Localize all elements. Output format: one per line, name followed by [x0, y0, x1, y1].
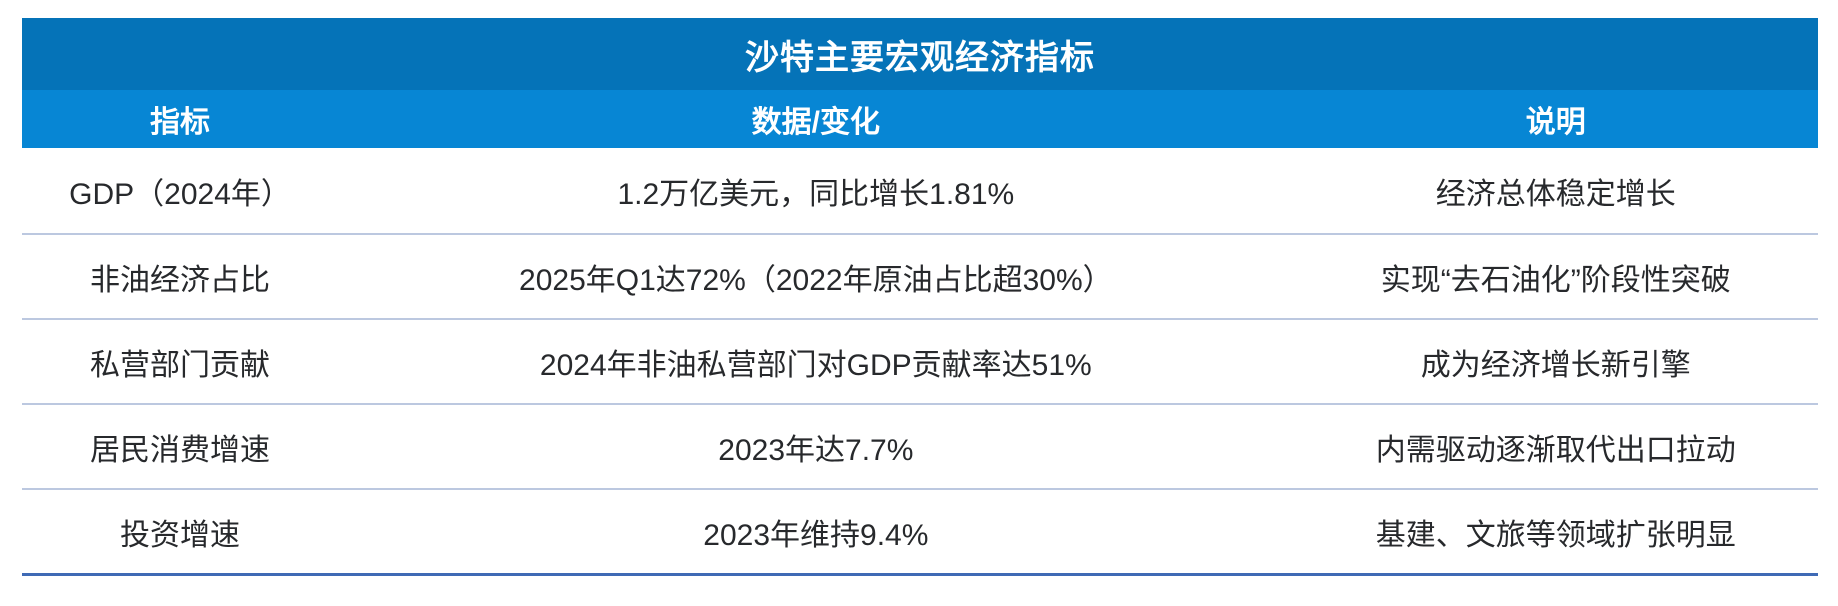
- cell-data-change: 1.2万亿美元，同比增长1.81%: [617, 177, 1015, 211]
- cell-indicator: GDP（2024年）: [69, 177, 291, 211]
- table-row: 投资增速 2023年维持9.4% 基建、文旅等领域扩张明显: [22, 488, 1818, 573]
- column-header-note: 说明: [1525, 106, 1586, 139]
- cell-indicator: 投资增速: [120, 518, 241, 552]
- cell-note: 成为经济增长新引擎: [1420, 348, 1691, 382]
- cell-data-change: 2024年非油私营部门对GDP贡献率达51%: [539, 348, 1092, 382]
- cell-indicator: 居民消费增速: [90, 433, 271, 467]
- table-row: 非油经济占比 2025年Q1达72%（2022年原油占比超30%） 实现“去石油…: [22, 233, 1818, 318]
- cell-note: 经济总体稳定增长: [1435, 177, 1676, 211]
- cell-data-change: 2023年维持9.4%: [703, 518, 929, 552]
- column-header-indicator: 指标: [150, 106, 211, 139]
- table-title-bar: 沙特主要宏观经济指标: [22, 18, 1818, 90]
- table-title: 沙特主要宏观经济指标: [745, 38, 1095, 77]
- table-row: 居民消费增速 2023年达7.7% 内需驱动逐渐取代出口拉动: [22, 403, 1818, 488]
- cell-data-change: 2025年Q1达72%（2022年原油占比超30%）: [519, 263, 1113, 297]
- table-row: 私营部门贡献 2024年非油私营部门对GDP贡献率达51% 成为经济增长新引擎: [22, 318, 1818, 403]
- macro-indicators-table: 沙特主要宏观经济指标 指标 数据/变化 说明 GDP（2024年） 1.2万亿美…: [22, 18, 1818, 576]
- table-body: GDP（2024年） 1.2万亿美元，同比增长1.81% 经济总体稳定增长 非油…: [22, 148, 1818, 576]
- table-row: GDP（2024年） 1.2万亿美元，同比增长1.81% 经济总体稳定增长: [22, 148, 1818, 233]
- column-header-data-change: 数据/变化: [751, 106, 880, 139]
- cell-note: 实现“去石油化”阶段性突破: [1380, 263, 1731, 297]
- cell-note: 基建、文旅等领域扩张明显: [1375, 518, 1736, 552]
- cell-data-change: 2023年达7.7%: [718, 433, 914, 467]
- cell-indicator: 私营部门贡献: [90, 348, 271, 382]
- cell-note: 内需驱动逐渐取代出口拉动: [1375, 433, 1736, 467]
- cell-indicator: 非油经济占比: [90, 263, 271, 297]
- table-header-row: 指标 数据/变化 说明: [22, 90, 1818, 148]
